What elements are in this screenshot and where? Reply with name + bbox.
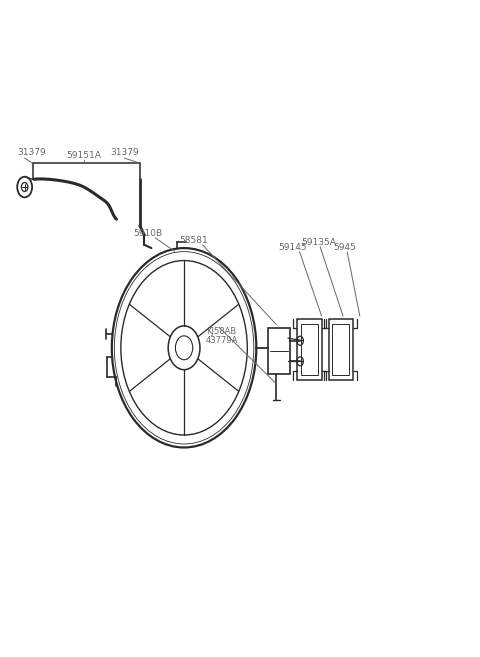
Text: 5910B: 5910B: [133, 229, 162, 238]
Text: 43779A: 43779A: [205, 336, 238, 345]
Bar: [297, 319, 322, 380]
Text: 31379: 31379: [110, 148, 139, 158]
Text: 59135A: 59135A: [301, 238, 336, 247]
Bar: [329, 319, 353, 380]
Bar: [301, 325, 318, 375]
Text: 58581: 58581: [179, 236, 208, 245]
Text: 5945: 5945: [334, 243, 356, 252]
Bar: [267, 328, 290, 374]
Text: 59151A: 59151A: [66, 151, 101, 160]
Text: 59145: 59145: [278, 243, 307, 252]
Bar: [332, 325, 349, 375]
Text: 31379: 31379: [17, 148, 46, 158]
Text: KJ58AB: KJ58AB: [206, 327, 237, 336]
